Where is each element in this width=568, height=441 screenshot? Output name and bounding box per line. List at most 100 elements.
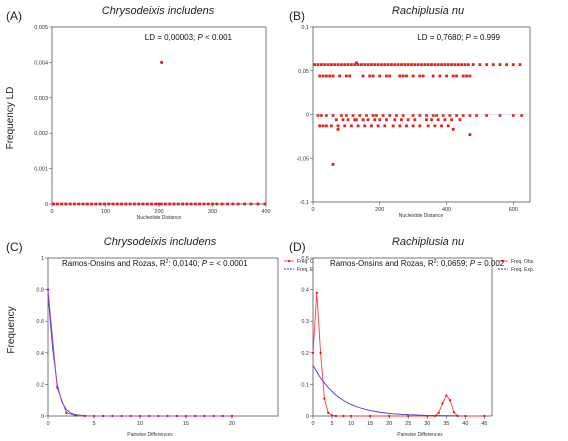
data-point xyxy=(423,63,427,67)
data-point xyxy=(211,202,214,206)
data-point xyxy=(336,124,340,128)
series-point-freq-obs xyxy=(452,411,456,414)
data-point xyxy=(176,202,180,206)
x-tick-label: 25 xyxy=(405,421,411,427)
panel-a-y-axis-label: Frequency LD xyxy=(5,87,16,150)
data-point xyxy=(64,202,68,206)
data-point xyxy=(416,63,420,67)
data-point xyxy=(465,74,468,78)
data-point xyxy=(420,63,423,67)
series-line-freq-obs xyxy=(312,292,485,417)
data-point xyxy=(313,63,317,67)
data-point xyxy=(446,63,450,67)
y-tick-label: 0.8 xyxy=(36,288,44,294)
data-point xyxy=(468,74,472,78)
panel-c-y-axis-label: Frequency xyxy=(6,306,17,353)
data-point xyxy=(103,202,106,206)
data-point xyxy=(189,202,193,206)
data-point xyxy=(85,202,89,206)
data-point xyxy=(441,113,445,117)
series-point-freq-obs xyxy=(433,414,436,418)
data-point xyxy=(433,63,437,67)
legend-label-freq-obs: Freq. Obs. xyxy=(297,259,321,265)
data-point xyxy=(339,113,343,117)
y-tick-label: 0,002 xyxy=(34,131,48,137)
series-point-freq-obs xyxy=(120,414,123,418)
x-tick-label: 35 xyxy=(443,421,449,427)
series-point-freq-obs xyxy=(441,402,444,405)
data-point xyxy=(349,124,353,128)
data-point xyxy=(329,63,333,67)
data-point xyxy=(181,202,184,206)
data-point xyxy=(451,127,455,131)
data-point xyxy=(401,74,405,78)
data-point xyxy=(107,202,111,206)
data-point xyxy=(361,118,365,122)
data-point xyxy=(132,202,136,206)
data-point xyxy=(363,124,367,128)
data-point xyxy=(366,63,370,67)
x-tick-label: 20 xyxy=(386,421,392,427)
x-tick-label: 0 xyxy=(311,207,314,213)
panel-a: (A) Chrysodeixis includens LD = 0,00003;… xyxy=(5,5,271,221)
data-point xyxy=(319,63,323,67)
data-point xyxy=(380,63,383,67)
series-point-freq-obs xyxy=(449,399,452,402)
data-point xyxy=(418,113,422,117)
data-point xyxy=(358,113,362,117)
series-point-freq-obs xyxy=(148,414,151,418)
x-tick-label: 400 xyxy=(261,209,270,215)
data-point xyxy=(334,118,338,122)
data-point xyxy=(326,63,330,67)
data-point xyxy=(431,113,435,117)
data-point xyxy=(460,63,463,67)
data-point xyxy=(343,63,347,67)
series-point-freq-obs xyxy=(327,411,330,414)
data-point xyxy=(68,202,72,206)
data-point xyxy=(455,113,458,117)
data-point xyxy=(435,113,438,117)
data-point xyxy=(386,63,390,67)
data-point xyxy=(436,63,440,67)
data-point xyxy=(185,202,189,206)
series-point-freq-obs xyxy=(212,414,215,418)
panel-a-title: Chrysodeixis includens xyxy=(102,5,215,17)
data-point xyxy=(355,118,358,122)
data-point xyxy=(331,162,335,166)
data-point xyxy=(81,202,85,206)
data-point xyxy=(511,63,515,67)
panel-b-annotation: LD = 0,7680; P = 0.999 xyxy=(417,33,500,42)
y-tick-label: 0.2 xyxy=(36,382,44,388)
data-point xyxy=(355,61,358,65)
data-point xyxy=(475,113,478,117)
data-point xyxy=(341,118,345,122)
x-tick-label: 30 xyxy=(424,421,430,427)
data-point xyxy=(124,202,128,206)
data-point xyxy=(440,63,443,67)
panel-c-x-axis-label: Pairwise Differences xyxy=(127,432,173,438)
data-point xyxy=(468,133,472,137)
data-point xyxy=(98,202,102,206)
series-point-freq-obs xyxy=(175,414,178,418)
data-point xyxy=(111,202,115,206)
data-point xyxy=(468,113,472,117)
data-point xyxy=(368,74,372,78)
data-point xyxy=(236,202,240,206)
data-point xyxy=(450,63,453,67)
plot-frame xyxy=(51,26,267,205)
data-point xyxy=(243,202,246,206)
plot-frame xyxy=(47,257,279,417)
data-point xyxy=(373,118,377,122)
series-point-freq-obs xyxy=(330,414,334,417)
series-point-freq-obs xyxy=(230,414,234,418)
series-point-freq-obs xyxy=(102,414,105,418)
data-point xyxy=(421,74,425,78)
data-point xyxy=(220,202,224,206)
data-point xyxy=(445,74,448,78)
data-point xyxy=(446,124,450,128)
panel-d-x-axis-label: Pairwise Differences xyxy=(397,432,443,438)
data-point xyxy=(393,63,397,67)
data-point xyxy=(411,124,415,128)
data-point xyxy=(363,63,367,67)
legend-marker-freq-obs xyxy=(501,259,505,263)
